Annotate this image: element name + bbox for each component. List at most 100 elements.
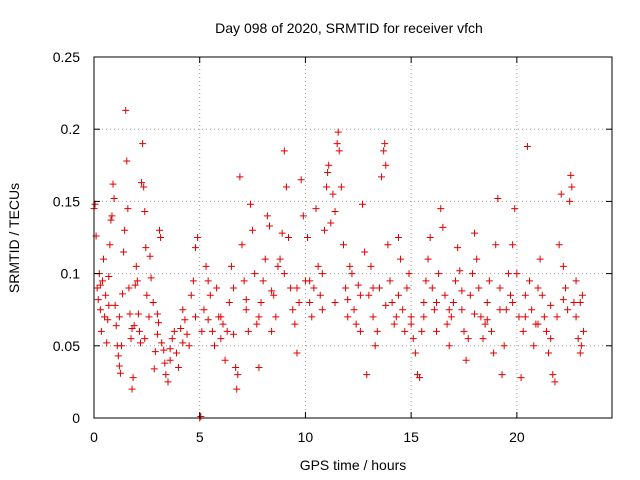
- data-point: [361, 248, 369, 256]
- data-point: [103, 339, 111, 347]
- data-point: [217, 335, 225, 343]
- data-point: [177, 324, 185, 332]
- data-point: [314, 262, 322, 270]
- data-point: [278, 229, 286, 237]
- data-point: [175, 363, 183, 371]
- data-point: [564, 306, 572, 314]
- data-point: [259, 277, 267, 285]
- data-point: [122, 106, 130, 114]
- data-point: [263, 212, 271, 220]
- data-point: [141, 208, 149, 216]
- y-tick-label: 0.05: [53, 338, 80, 354]
- data-point: [318, 270, 326, 278]
- data-point: [344, 313, 352, 321]
- data-point: [399, 306, 407, 314]
- data-point: [272, 313, 280, 321]
- data-point: [369, 313, 377, 321]
- data-point: [137, 339, 145, 347]
- data-point: [555, 241, 563, 249]
- data-point: [126, 310, 134, 318]
- data-point: [576, 298, 584, 306]
- data-point: [363, 371, 371, 379]
- data-point: [578, 291, 586, 299]
- data-point: [507, 291, 515, 299]
- data-point: [513, 270, 521, 278]
- data-point: [359, 200, 367, 208]
- data-point: [517, 374, 525, 382]
- data-point: [549, 371, 557, 379]
- data-point: [151, 348, 159, 356]
- data-point: [559, 262, 567, 270]
- data-point: [187, 291, 195, 299]
- data-point: [274, 262, 282, 270]
- data-point: [168, 335, 176, 343]
- data-point: [276, 255, 284, 263]
- data-point: [251, 270, 259, 278]
- data-points: [90, 106, 587, 422]
- data-point: [356, 327, 364, 335]
- data-point: [500, 342, 508, 350]
- data-point: [179, 306, 187, 314]
- x-tick-labels: 0 5 10 15 20: [90, 429, 525, 445]
- data-point: [381, 140, 389, 148]
- data-point: [534, 320, 542, 328]
- data-point: [466, 291, 474, 299]
- data-point: [468, 270, 476, 278]
- data-point: [234, 371, 242, 379]
- data-point: [553, 313, 561, 321]
- data-point: [111, 301, 119, 309]
- data-point: [268, 287, 276, 295]
- data-point: [477, 313, 485, 321]
- data-point: [208, 327, 216, 335]
- data-point: [490, 349, 498, 357]
- y-tick-label: 0.2: [61, 121, 81, 137]
- data-point: [369, 284, 377, 292]
- data-point: [509, 241, 517, 249]
- data-point: [418, 327, 426, 335]
- data-point: [157, 234, 165, 241]
- data-point: [238, 241, 246, 249]
- data-point: [101, 313, 109, 321]
- data-point: [333, 140, 341, 148]
- data-point: [433, 327, 441, 335]
- data-point: [526, 277, 534, 285]
- data-point: [348, 270, 356, 278]
- data-point: [542, 327, 550, 335]
- data-point: [225, 298, 233, 306]
- data-point: [127, 335, 135, 343]
- data-point: [454, 244, 462, 252]
- data-point: [310, 284, 318, 292]
- data-point: [227, 262, 235, 270]
- data-point: [354, 281, 362, 289]
- data-point: [403, 284, 411, 292]
- data-point: [255, 363, 263, 371]
- data-point: [498, 371, 506, 379]
- data-point: [135, 327, 143, 335]
- data-point: [91, 200, 99, 208]
- data-point: [492, 241, 500, 249]
- data-point: [242, 306, 250, 314]
- data-point: [230, 284, 238, 292]
- data-point: [232, 363, 240, 371]
- data-point: [191, 244, 199, 252]
- x-tick-label: 5: [196, 429, 204, 445]
- data-point: [147, 274, 155, 282]
- data-point: [373, 327, 381, 335]
- x-axis-label: GPS time / hours: [300, 457, 407, 473]
- data-point: [394, 234, 402, 241]
- data-point: [384, 241, 392, 249]
- data-point: [316, 291, 324, 299]
- data-point: [261, 255, 269, 263]
- data-point: [331, 208, 339, 216]
- data-point: [473, 255, 481, 263]
- data-point: [390, 320, 398, 328]
- data-point: [142, 244, 150, 252]
- data-point: [150, 365, 158, 373]
- data-point: [382, 301, 390, 309]
- data-point: [194, 234, 202, 241]
- data-point: [183, 330, 191, 338]
- axis-ticks: [93, 56, 612, 419]
- data-point: [519, 327, 527, 335]
- data-point: [456, 267, 464, 275]
- data-point: [536, 255, 544, 263]
